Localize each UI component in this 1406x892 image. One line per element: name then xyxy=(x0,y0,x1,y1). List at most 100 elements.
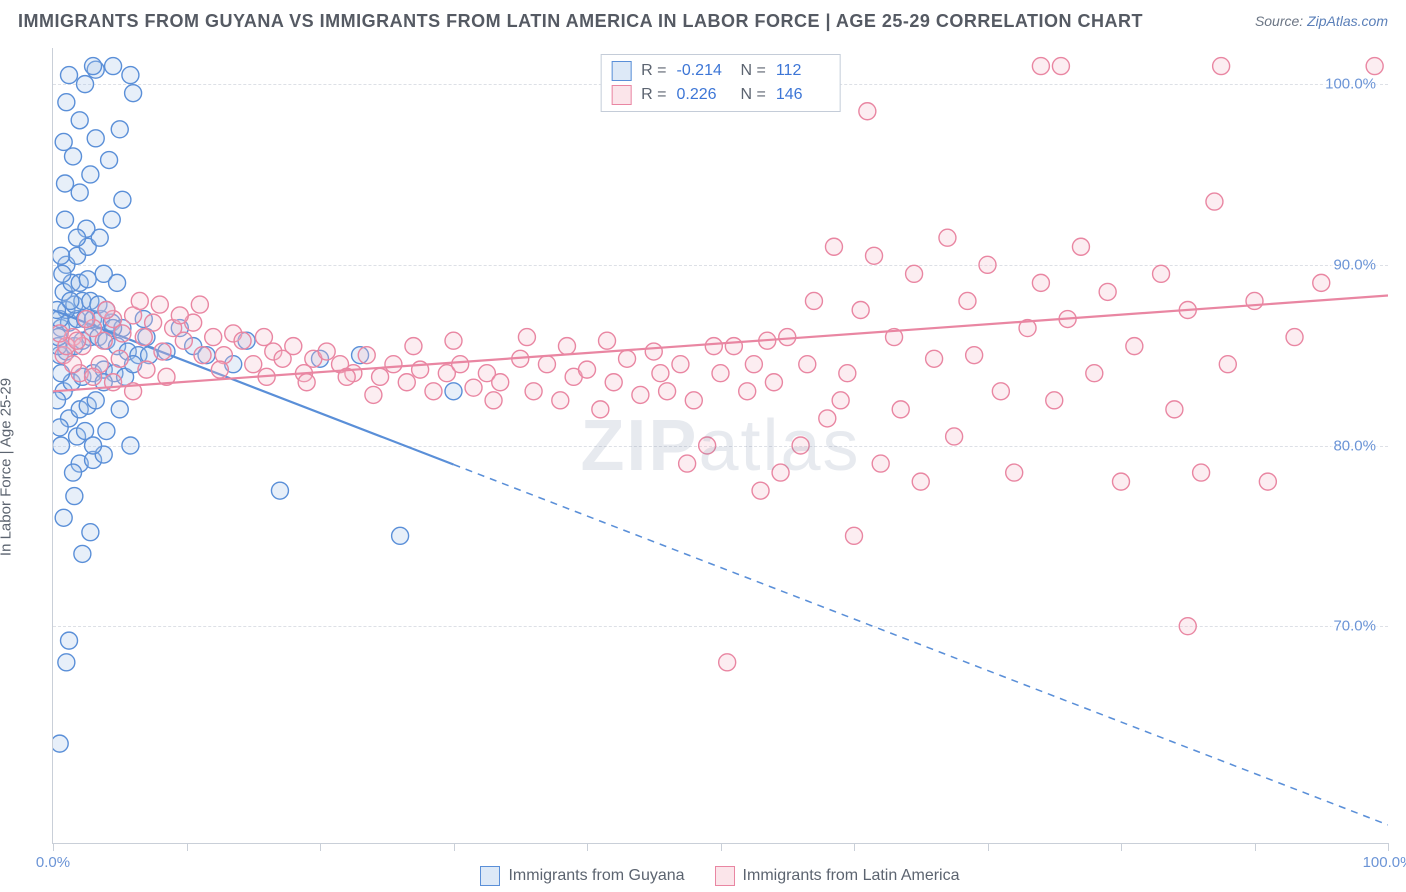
marker-latin xyxy=(599,332,616,349)
marker-latin xyxy=(725,338,742,355)
marker-guyana xyxy=(445,383,462,400)
marker-latin xyxy=(138,361,155,378)
x-tick xyxy=(1255,843,1256,851)
marker-latin xyxy=(552,392,569,409)
marker-latin xyxy=(679,455,696,472)
plot-wrap: In Labor Force | Age 25-29 ZIPatlas R =-… xyxy=(0,42,1406,892)
source-link[interactable]: ZipAtlas.com xyxy=(1307,13,1388,29)
y-tick-label: 70.0% xyxy=(1331,618,1378,635)
marker-latin xyxy=(298,374,315,391)
marker-latin xyxy=(1072,238,1089,255)
legend-swatch-guyana xyxy=(480,866,500,886)
marker-latin xyxy=(1153,265,1170,282)
legend-swatch-latin xyxy=(715,866,735,886)
r-label: R = xyxy=(641,83,666,107)
x-tick xyxy=(988,843,989,851)
legend-item-guyana: Immigrants from Guyana xyxy=(480,866,684,886)
marker-latin xyxy=(234,332,251,349)
source-prefix: Source: xyxy=(1255,13,1307,29)
marker-guyana xyxy=(101,152,118,169)
marker-latin xyxy=(1086,365,1103,382)
marker-latin xyxy=(1032,58,1049,75)
n-label: N = xyxy=(741,83,766,107)
marker-guyana xyxy=(122,437,139,454)
marker-guyana xyxy=(71,184,88,201)
marker-latin xyxy=(445,332,462,349)
marker-latin xyxy=(805,292,822,309)
marker-guyana xyxy=(58,94,75,111)
bottom-legend: Immigrants from GuyanaImmigrants from La… xyxy=(52,866,1388,886)
source-attribution: Source: ZipAtlas.com xyxy=(1255,13,1388,29)
marker-latin xyxy=(966,347,983,364)
marker-latin xyxy=(1219,356,1236,373)
marker-latin xyxy=(705,338,722,355)
marker-latin xyxy=(946,428,963,445)
y-tick-label: 80.0% xyxy=(1331,437,1378,454)
marker-latin xyxy=(98,301,115,318)
marker-latin xyxy=(699,437,716,454)
marker-latin xyxy=(492,374,509,391)
marker-latin xyxy=(765,374,782,391)
marker-guyana xyxy=(85,437,102,454)
marker-guyana xyxy=(79,271,96,288)
marker-latin xyxy=(579,361,596,378)
marker-guyana xyxy=(85,58,102,75)
marker-latin xyxy=(1206,193,1223,210)
marker-latin xyxy=(131,292,148,309)
marker-latin xyxy=(632,386,649,403)
marker-latin xyxy=(906,265,923,282)
plot-area: ZIPatlas R =-0.214N =112R =0.226N =146 7… xyxy=(52,48,1388,844)
marker-latin xyxy=(191,296,208,313)
marker-latin xyxy=(111,350,128,367)
marker-guyana xyxy=(111,121,128,138)
x-tick xyxy=(721,843,722,851)
marker-guyana xyxy=(53,419,68,436)
marker-latin xyxy=(1006,464,1023,481)
marker-latin xyxy=(1313,274,1330,291)
marker-latin xyxy=(992,383,1009,400)
marker-latin xyxy=(652,365,669,382)
marker-guyana xyxy=(53,247,70,264)
marker-latin xyxy=(866,247,883,264)
marker-latin xyxy=(892,401,909,418)
marker-latin xyxy=(95,332,112,349)
r-value-guyana: -0.214 xyxy=(677,59,731,83)
chart-header: IMMIGRANTS FROM GUYANA VS IMMIGRANTS FRO… xyxy=(0,0,1406,42)
y-tick-label: 100.0% xyxy=(1323,76,1378,93)
marker-latin xyxy=(385,356,402,373)
x-tick xyxy=(53,843,54,851)
marker-guyana xyxy=(57,175,74,192)
x-tick xyxy=(1121,843,1122,851)
marker-guyana xyxy=(77,76,94,93)
n-value-guyana: 112 xyxy=(776,59,830,83)
y-tick-label: 90.0% xyxy=(1331,256,1378,273)
marker-guyana xyxy=(58,654,75,671)
marker-latin xyxy=(605,374,622,391)
marker-latin xyxy=(846,527,863,544)
marker-latin xyxy=(1193,464,1210,481)
marker-guyana xyxy=(87,392,104,409)
marker-latin xyxy=(979,256,996,273)
swatch-guyana xyxy=(611,61,631,81)
marker-latin xyxy=(1032,274,1049,291)
marker-guyana xyxy=(69,229,86,246)
marker-guyana xyxy=(271,482,288,499)
marker-latin xyxy=(819,410,836,427)
marker-latin xyxy=(69,332,86,349)
marker-latin xyxy=(779,329,796,346)
marker-guyana xyxy=(87,130,104,147)
marker-latin xyxy=(245,356,262,373)
marker-latin xyxy=(1126,338,1143,355)
marker-latin xyxy=(211,361,228,378)
marker-latin xyxy=(772,464,789,481)
marker-latin xyxy=(752,482,769,499)
x-tick xyxy=(187,843,188,851)
marker-guyana xyxy=(98,423,115,440)
marker-guyana xyxy=(61,67,78,84)
marker-latin xyxy=(558,338,575,355)
marker-latin xyxy=(685,392,702,409)
marker-latin xyxy=(398,374,415,391)
n-value-latin: 146 xyxy=(776,83,830,107)
r-value-latin: 0.226 xyxy=(677,83,731,107)
marker-latin xyxy=(1046,392,1063,409)
